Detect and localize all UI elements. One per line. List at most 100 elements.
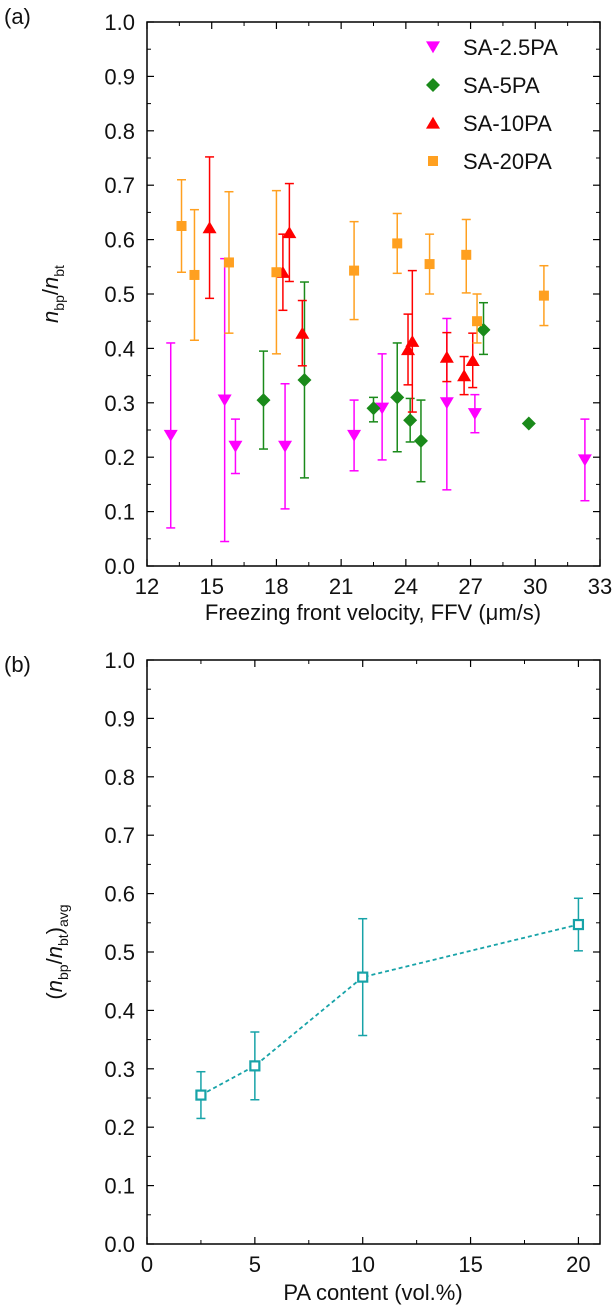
panel-b-x-axis-title: PA content (vol.%) xyxy=(283,1280,462,1305)
panel-a-x-tick-label: 30 xyxy=(523,574,547,599)
panel-a-y-tick-label: 0.5 xyxy=(104,282,135,307)
data-point-sa-10pa xyxy=(295,327,309,339)
legend-marker-sa-2-5pa xyxy=(426,41,440,53)
data-point-sa-20pa xyxy=(271,267,281,277)
panel-a-x-tick-label: 24 xyxy=(394,574,418,599)
data-point-sa-5pa xyxy=(403,413,417,427)
panel-b-x-tick-label: 20 xyxy=(566,1252,590,1277)
data-point-sa-5pa xyxy=(297,373,311,387)
panel-b-ticks: 0 5 10 15 20 0.0 0.1 0.2 0.3 0.4 0.5 0.6 0.7 0.8 0.9 1.… xyxy=(104,648,600,1277)
panel-b-x-tick-label: 5 xyxy=(249,1252,261,1277)
panel-b-y-tick-label: 0.8 xyxy=(104,765,135,790)
panel-a-y-tick-label: 0.7 xyxy=(104,173,135,198)
panel-a-y-tick-label: 0.2 xyxy=(104,445,135,470)
a-ylabel-sub2: bt xyxy=(51,265,67,277)
panel-a-chart: (a) 12 15 18 21 24 27 30 33 0.0 0.1 0.2 0.3 0.4 0.5 0.… xyxy=(4,4,612,625)
data-point-sa-10pa xyxy=(282,226,296,238)
panel-a-x-tick-label: 27 xyxy=(458,574,482,599)
data-point xyxy=(574,920,583,929)
data-point xyxy=(250,1061,259,1070)
b-ylabel-close: ) xyxy=(42,927,67,934)
legend-marker-sa-5pa xyxy=(426,78,440,92)
data-point xyxy=(358,973,367,982)
panel-b-y-tick-label: 0.9 xyxy=(104,706,135,731)
panel-a-y-tick-label: 1.0 xyxy=(104,10,135,35)
panel-b-y-tick-label: 0.3 xyxy=(104,1057,135,1082)
panel-a-x-tick-label: 15 xyxy=(199,574,223,599)
panel-a-legend: SA-2.5PA SA-5PA SA-10PA SA-20PA xyxy=(426,35,558,174)
a-ylabel-n1: n xyxy=(38,311,63,323)
panel-b-label: (b) xyxy=(4,652,31,677)
data-point-sa-2-5pa xyxy=(164,430,178,442)
panel-b-y-tick-label: 0.1 xyxy=(104,1174,135,1199)
b-ylabel-sub2: bt xyxy=(55,934,71,946)
data-point-sa-5pa xyxy=(414,434,428,448)
panel-b-y-axis-title: (nbp/nbt)avg xyxy=(42,904,71,999)
data-point-sa-10pa xyxy=(457,369,471,381)
b-ylabel-sub3: avg xyxy=(55,904,71,927)
a-ylabel-sub1: bp xyxy=(51,295,67,311)
panel-a-y-tick-label: 0.6 xyxy=(104,228,135,253)
data-point-sa-5pa xyxy=(522,416,536,430)
data-point xyxy=(196,1091,205,1100)
panel-b-y-tick-label: 0.6 xyxy=(104,882,135,907)
panel-a-x-axis-title: Freezing front velocity, FFV (μm/s) xyxy=(205,600,541,625)
panel-b-y-tick-label: 0.5 xyxy=(104,940,135,965)
panel-b-y-tick-label: 0.0 xyxy=(104,1232,135,1257)
panel-a-y-tick-label: 0.0 xyxy=(104,554,135,579)
data-point-sa-20pa xyxy=(177,221,187,231)
legend-marker-sa-10pa xyxy=(426,117,440,129)
legend-label-sa-5pa: SA-5PA xyxy=(463,73,540,98)
data-point-sa-2-5pa xyxy=(440,397,454,409)
data-point-sa-5pa xyxy=(256,393,270,407)
data-point-sa-20pa xyxy=(425,259,435,269)
panel-a-y-axis-title: nbp/nbt xyxy=(38,265,67,323)
data-point-sa-5pa xyxy=(390,390,404,404)
panel-a-y-tick-label: 0.4 xyxy=(104,336,135,361)
panel-a-label: (a) xyxy=(4,4,31,29)
data-point-sa-20pa xyxy=(189,270,199,280)
data-point-sa-20pa xyxy=(539,291,549,301)
legend-label-sa-2-5pa: SA-2.5PA xyxy=(463,35,558,60)
legend-marker-sa-20pa xyxy=(428,156,438,166)
b-ylabel-sub1: bp xyxy=(55,964,71,980)
b-ylabel-n2: n xyxy=(42,946,67,958)
data-point-sa-10pa xyxy=(440,351,454,363)
data-point-sa-2-5pa xyxy=(278,441,292,453)
panel-a-marks xyxy=(164,157,592,542)
panel-b-y-tick-label: 0.2 xyxy=(104,1115,135,1140)
panel-a-y-tick-label: 0.1 xyxy=(104,500,135,525)
panel-b-y-tick-label: 0.7 xyxy=(104,823,135,848)
legend-label-sa-10pa: SA-10PA xyxy=(463,111,552,136)
panel-b-x-tick-label: 0 xyxy=(141,1252,153,1277)
data-point-sa-10pa xyxy=(203,221,217,233)
panel-a-plot-frame xyxy=(147,22,600,566)
data-point-sa-20pa xyxy=(392,238,402,248)
panel-a-y-tick-label: 0.9 xyxy=(104,64,135,89)
panel-a-x-tick-label: 33 xyxy=(588,574,612,599)
data-point-sa-2-5pa xyxy=(578,454,592,466)
panel-b-y-tick-label: 1.0 xyxy=(104,648,135,673)
panel-b-x-tick-label: 15 xyxy=(458,1252,482,1277)
b-ylabel-n1: n xyxy=(42,980,67,992)
panel-b-y-tick-label: 0.4 xyxy=(104,998,135,1023)
panel-a-ticks: 12 15 18 21 24 27 30 33 0.0 0.1 0.2 0.3 0.4 0.5 0.6 0.7… xyxy=(104,10,612,599)
panel-a-y-tick-label: 0.3 xyxy=(104,391,135,416)
panel-a-x-tick-label: 18 xyxy=(264,574,288,599)
panel-a-x-tick-label: 21 xyxy=(329,574,353,599)
panel-b-marks xyxy=(196,898,583,1118)
data-point-sa-20pa xyxy=(224,257,234,267)
data-point-sa-2-5pa xyxy=(468,408,482,420)
panel-b-chart: (b) 0 5 10 15 200.00.10.20.30.40.50.60.70.80… xyxy=(4,648,600,1305)
data-point-sa-20pa xyxy=(349,266,359,276)
panel-a-x-tick-label: 12 xyxy=(135,574,159,599)
data-point-sa-20pa xyxy=(472,316,482,326)
data-point-sa-2-5pa xyxy=(228,441,242,453)
panel-a-y-tick-label: 0.8 xyxy=(104,119,135,144)
data-point-sa-2-5pa xyxy=(347,430,361,442)
data-point-sa-2-5pa xyxy=(218,394,232,406)
panel-b-plot-frame xyxy=(147,660,600,1244)
a-ylabel-n2: n xyxy=(38,277,63,289)
data-point-sa-20pa xyxy=(461,250,471,260)
